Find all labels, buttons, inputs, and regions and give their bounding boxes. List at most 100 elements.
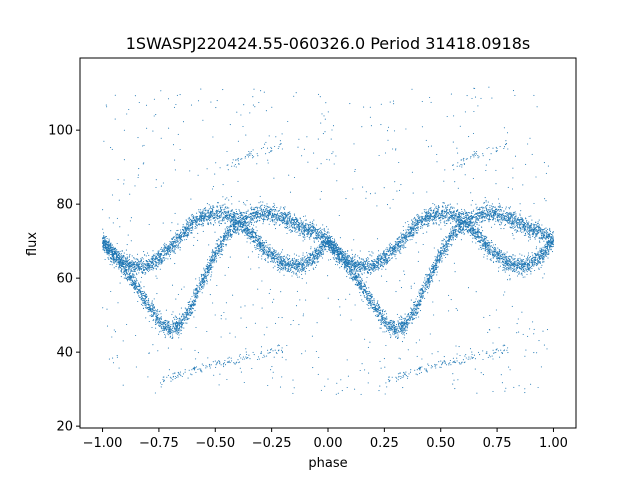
data-point [198,220,199,221]
data-point [278,269,279,270]
data-point [284,265,285,266]
data-point [284,260,285,261]
data-point [263,252,264,253]
data-point [372,253,373,254]
data-point [424,224,425,225]
data-point [477,232,478,233]
data-point [142,257,143,258]
data-point [479,231,480,232]
data-point [313,251,314,252]
data-point [518,271,519,272]
data-point [371,267,372,268]
data-point [434,218,435,219]
data-point [254,245,255,246]
data-point [376,269,377,270]
data-point [464,234,465,235]
data-point [266,254,267,255]
data-point [266,251,267,252]
data-point [172,250,173,251]
data-point [472,226,473,227]
data-point [476,239,477,240]
data-point [147,261,148,262]
data-point [148,271,149,272]
data-point [383,266,384,267]
data-point [306,266,307,267]
data-point [386,264,387,265]
data-point [298,265,299,266]
data-point [297,267,298,268]
data-point [199,211,200,212]
data-point [534,264,535,265]
data-point [521,269,522,270]
data-point [301,274,302,275]
data-point [537,253,538,254]
data-point [149,267,150,268]
data-point [442,214,443,215]
data-point [382,257,383,258]
data-point [494,253,495,254]
data-point [487,258,488,259]
data-point [222,220,223,221]
data-point [415,222,416,223]
data-point [292,262,293,263]
data-point [200,212,201,213]
data-point [472,230,473,231]
data-point [167,250,168,251]
data-point [524,276,525,277]
data-point [180,241,181,242]
data-point [311,264,312,265]
data-point [196,213,197,214]
data-point [377,259,378,260]
data-point [445,217,446,218]
data-point [120,267,121,268]
data-point [387,258,388,259]
data-point [155,257,156,258]
data-point [212,211,213,212]
data-point [380,261,381,262]
data-point [394,247,395,248]
data-point [294,258,295,259]
data-point [189,228,190,229]
data-point [154,260,155,261]
data-point [277,270,278,271]
data-point [306,252,307,253]
data-point [541,253,542,254]
data-point [487,250,488,251]
data-point [335,264,336,265]
data-point [493,252,494,253]
data-point [408,224,409,225]
data-point [264,249,265,250]
data-point [302,268,303,269]
data-point [204,220,205,221]
data-point [437,210,438,211]
data-point [523,259,524,260]
data-point [469,231,470,232]
data-point [451,217,452,218]
data-point [375,269,376,270]
data-point [301,271,302,272]
data-point [187,221,188,222]
data-point [188,230,189,231]
data-point [161,251,162,252]
data-point [180,247,181,248]
data-point [354,255,355,256]
data-point [323,254,324,255]
data-point [400,233,401,234]
data-point [452,218,453,219]
data-point [189,220,190,221]
data-point [143,251,144,252]
data-point [479,232,480,233]
data-point [464,230,465,231]
data-point [429,212,430,213]
data-point [434,215,435,216]
data-point [212,210,213,211]
data-point [129,259,130,260]
data-point [214,220,215,221]
data-point [424,211,425,212]
data-point [184,236,185,237]
data-point [238,234,239,235]
data-point [444,209,445,210]
data-point [410,229,411,230]
data-point [392,250,393,251]
data-point [521,262,522,263]
